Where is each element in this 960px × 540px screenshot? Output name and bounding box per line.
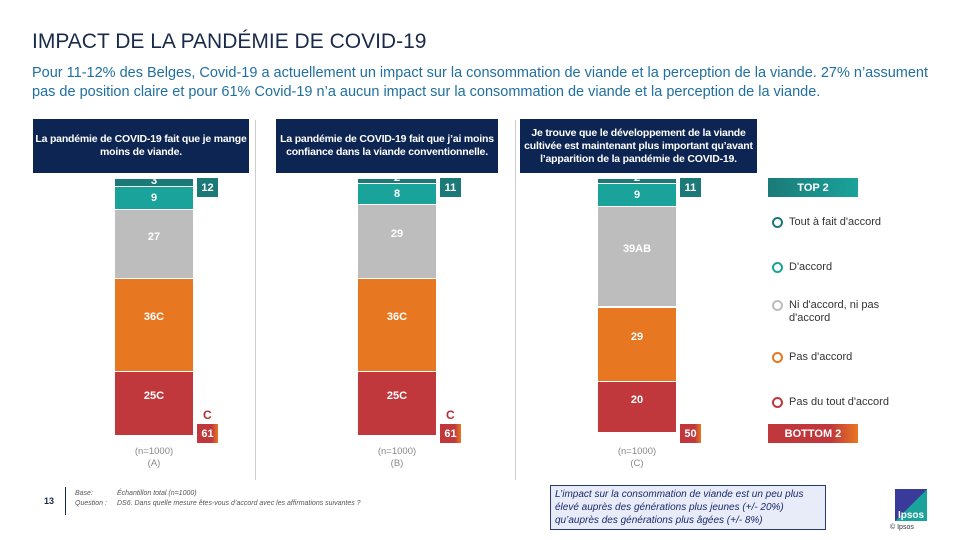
legend-item: Ni d'accord, ni pas d'accord: [772, 299, 912, 325]
divider: [515, 120, 516, 480]
legend-marker-icon: [772, 262, 783, 273]
bottom2-value: 50: [680, 424, 701, 443]
top2-value: 12: [197, 178, 218, 197]
bar-segment: 9: [115, 185, 193, 209]
legend-marker-icon: [772, 300, 783, 311]
question-label: Question :: [75, 500, 107, 507]
subtitle: Pour 11-12% des Belges, Covid-19 a actue…: [32, 65, 929, 100]
question-header-c: Je trouve que le développement de la via…: [520, 119, 757, 173]
ipsos-logo: Ipsos: [895, 489, 927, 521]
legend-item: D'accord: [772, 261, 912, 274]
top2-value: 11: [680, 178, 701, 197]
page-number: 13: [44, 496, 55, 506]
group-label: (C): [630, 458, 644, 469]
bar-segment: 20: [598, 381, 676, 433]
group-label: (B): [390, 458, 404, 469]
legend-item: Tout à fait d'accord: [772, 216, 912, 229]
bar-segment: 9: [598, 183, 676, 207]
group-label: (A): [147, 458, 161, 469]
bottom2-value: 61: [440, 424, 461, 443]
question-header-a: La pandémie de COVID-19 fait que je mang…: [33, 119, 249, 173]
legend-marker-icon: [772, 352, 783, 363]
copyright: © Ipsos: [890, 524, 914, 531]
bar-segment: 36C: [115, 278, 193, 371]
bar-segment: 29: [358, 203, 436, 279]
legend-label: Pas d'accord: [789, 351, 853, 363]
legend-bottom2: BOTTOM 2: [768, 424, 858, 443]
divider: [255, 120, 256, 480]
top2-value: 11: [440, 178, 461, 197]
page-title: IMPACT DE LA PANDÉMIE DE COVID-19: [32, 30, 427, 53]
legend-top2: TOP 2: [768, 178, 858, 197]
bottom2-significance: C: [446, 408, 455, 422]
legend-marker-icon: [772, 217, 783, 228]
bar-segment: 36C: [358, 278, 436, 371]
bar-segment: 25C: [115, 370, 193, 435]
bar-segment: 27: [115, 208, 193, 279]
bar-segment: 2: [598, 178, 676, 184]
bar-segment: 8: [358, 183, 436, 204]
legend-label: D'accord: [789, 261, 833, 273]
base-label: Base:: [75, 490, 93, 497]
footer-divider: [65, 487, 66, 515]
bar-segment: 3: [115, 178, 193, 186]
bottom2-value: 61: [197, 424, 218, 443]
bar-segment: 25C: [358, 370, 436, 435]
legend-label: Tout à fait d'accord: [789, 216, 881, 228]
legend-label: Ni d'accord, ni pas d'accord: [789, 299, 880, 324]
insight-note: L’impact sur la consommation de viande e…: [550, 485, 826, 530]
sample-size: (n=1000): [134, 446, 174, 457]
bar-segment: 2: [358, 178, 436, 184]
sample-size: (n=1000): [377, 446, 417, 457]
footer-notes: Base: Échantillon total (n=1000) Question…: [75, 489, 361, 509]
bar-segment: 39AB: [598, 206, 676, 307]
legend-item: Pas du tout d'accord: [772, 396, 912, 409]
sample-size: (n=1000): [617, 446, 657, 457]
legend-item: Pas d'accord: [772, 351, 912, 364]
question-text: DS6. Dans quelle mesure êtes-vous d’acco…: [117, 500, 361, 507]
base-text: Échantillon total (n=1000): [117, 490, 197, 497]
legend-marker-icon: [772, 397, 783, 408]
legend-label: Pas du tout d'accord: [789, 396, 889, 408]
bottom2-significance: C: [203, 408, 212, 422]
bar-segment: 29: [598, 306, 676, 382]
question-header-b: La pandémie de COVID-19 fait que j’ai mo…: [276, 119, 498, 173]
